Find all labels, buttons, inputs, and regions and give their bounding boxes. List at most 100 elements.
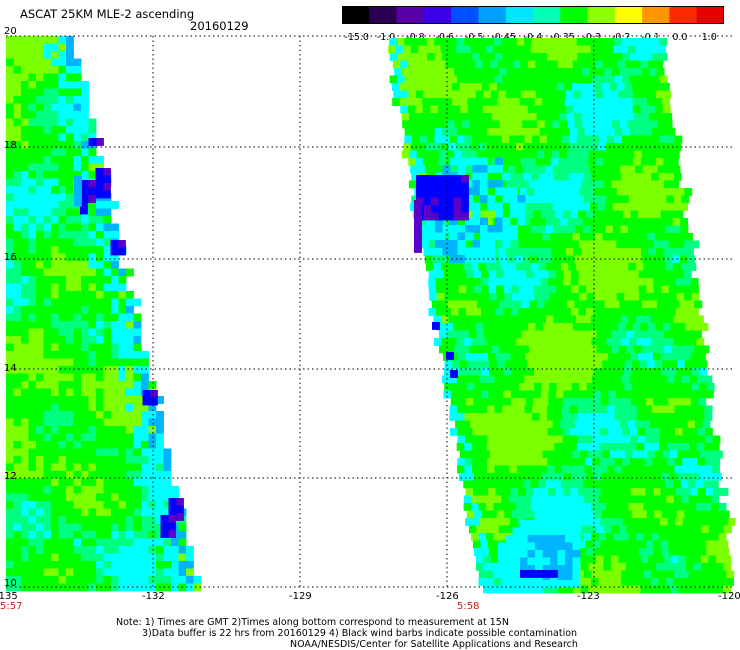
wind-cell xyxy=(598,195,607,204)
wind-cell xyxy=(13,126,22,134)
wind-cell xyxy=(472,172,481,181)
wind-cell xyxy=(6,576,14,584)
wind-cell xyxy=(468,525,477,534)
wind-cell xyxy=(450,398,459,406)
wind-cell xyxy=(66,111,74,119)
colorbar-label: -0.2 xyxy=(611,32,631,43)
wind-cell xyxy=(111,261,119,269)
wind-cell xyxy=(466,270,475,279)
wind-cell xyxy=(660,210,669,219)
wind-cell xyxy=(163,493,172,502)
colorbar-label: -0.8 xyxy=(406,32,425,43)
wind-cell xyxy=(81,223,89,232)
wind-cell xyxy=(51,118,59,127)
wind-cell xyxy=(668,270,677,279)
wind-cell xyxy=(73,81,82,89)
wind-cell xyxy=(43,523,52,532)
wind-cell xyxy=(73,298,82,307)
wind-cell xyxy=(13,546,22,554)
wind-cell xyxy=(28,388,37,397)
wind-cell xyxy=(487,165,496,173)
wind-cell xyxy=(81,88,89,97)
wind-cell xyxy=(58,261,67,269)
wind-cell xyxy=(523,338,532,346)
wind-cell xyxy=(475,90,484,99)
wind-cell xyxy=(583,480,592,489)
wind-cell xyxy=(541,473,550,481)
wind-cell xyxy=(388,45,397,54)
wind-cell xyxy=(118,456,127,464)
wind-cell xyxy=(465,428,473,436)
wind-cell xyxy=(73,396,82,404)
wind-cell xyxy=(58,321,67,329)
wind-cell xyxy=(58,133,67,142)
wind-cell xyxy=(66,148,74,157)
wind-cell xyxy=(493,480,502,489)
wind-cell xyxy=(527,550,536,558)
wind-cell xyxy=(103,388,112,397)
wind-cell xyxy=(632,105,641,114)
wind-cell xyxy=(66,73,74,82)
wind-cell xyxy=(96,351,104,359)
wind-cell xyxy=(111,508,119,517)
wind-cell xyxy=(638,210,646,219)
wind-cell xyxy=(13,523,22,532)
wind-cell xyxy=(554,53,563,61)
wind-cell xyxy=(643,338,652,346)
wind-cell xyxy=(95,175,104,184)
wind-cell xyxy=(572,323,581,331)
wind-cell xyxy=(103,351,112,359)
wind-cell xyxy=(556,383,565,391)
wind-cell xyxy=(66,321,74,329)
wind-cell xyxy=(508,173,517,181)
wind-cell xyxy=(541,270,550,279)
wind-cell xyxy=(703,503,712,511)
wind-cell xyxy=(13,171,22,179)
wind-cell xyxy=(414,98,423,106)
wind-cell xyxy=(673,480,682,489)
wind-cell xyxy=(28,51,37,59)
wind-cell xyxy=(578,270,587,279)
wind-cell xyxy=(489,368,497,376)
wind-cell xyxy=(517,128,526,136)
wind-cell xyxy=(28,463,37,472)
wind-cell xyxy=(599,375,608,384)
wind-cell xyxy=(51,531,59,539)
wind-cell xyxy=(416,68,425,76)
wind-cell xyxy=(672,255,681,264)
wind-cell xyxy=(499,120,508,129)
wind-cell xyxy=(51,426,59,434)
wind-cell xyxy=(541,188,550,196)
wind-cell xyxy=(691,293,700,301)
wind-cell xyxy=(133,418,142,427)
colorbar-label: -0.6 xyxy=(435,32,455,43)
wind-cell xyxy=(531,443,540,451)
wind-cell xyxy=(51,456,59,464)
wind-cell xyxy=(543,180,552,189)
wind-cell xyxy=(578,278,587,286)
wind-cell xyxy=(73,381,82,389)
wind-cell xyxy=(510,232,518,241)
wind-cell xyxy=(111,276,119,284)
wind-cell xyxy=(556,293,565,301)
wind-cell xyxy=(88,336,97,344)
wind-cell xyxy=(480,540,489,549)
wind-cell xyxy=(695,315,704,324)
wind-cell xyxy=(540,353,549,361)
wind-cell xyxy=(649,68,658,76)
wind-cell xyxy=(467,105,476,114)
wind-cell xyxy=(126,291,134,299)
wind-cell xyxy=(81,321,89,329)
wind-cell xyxy=(698,488,706,496)
wind-cell xyxy=(473,285,482,294)
wind-cell xyxy=(665,263,674,271)
wind-cell xyxy=(705,428,713,436)
wind-cell xyxy=(535,233,543,241)
wind-cell xyxy=(517,53,526,61)
wind-cell xyxy=(521,345,530,354)
wind-cell xyxy=(545,143,554,151)
wind-cell xyxy=(148,381,157,389)
wind-cell xyxy=(81,298,89,307)
wind-cell xyxy=(6,261,14,269)
wind-cell xyxy=(710,480,719,489)
